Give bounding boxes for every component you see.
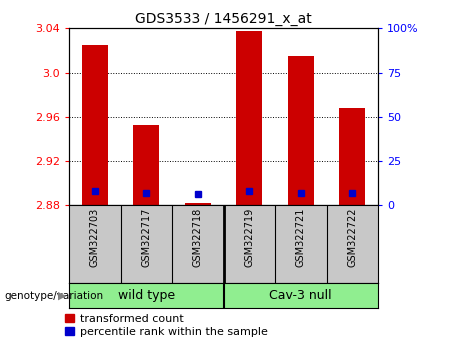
Text: GSM322718: GSM322718	[193, 208, 203, 267]
Bar	[288, 56, 313, 205]
Text: GSM322719: GSM322719	[244, 208, 254, 267]
Bar	[82, 45, 108, 205]
Text: wild type: wild type	[118, 289, 175, 302]
Bar	[185, 203, 211, 205]
Text: GSM322717: GSM322717	[142, 208, 151, 267]
Text: genotype/variation: genotype/variation	[5, 291, 104, 301]
Text: Cav-3 null: Cav-3 null	[270, 289, 332, 302]
Title: GDS3533 / 1456291_x_at: GDS3533 / 1456291_x_at	[135, 12, 312, 26]
Bar	[134, 125, 159, 205]
Bar	[339, 108, 365, 205]
Bar	[236, 30, 262, 205]
Text: GSM322721: GSM322721	[296, 208, 306, 267]
Text: GSM322703: GSM322703	[90, 208, 100, 267]
Text: GSM322722: GSM322722	[347, 208, 357, 267]
Legend: transformed count, percentile rank within the sample: transformed count, percentile rank withi…	[65, 314, 268, 337]
Text: ▶: ▶	[59, 291, 67, 301]
